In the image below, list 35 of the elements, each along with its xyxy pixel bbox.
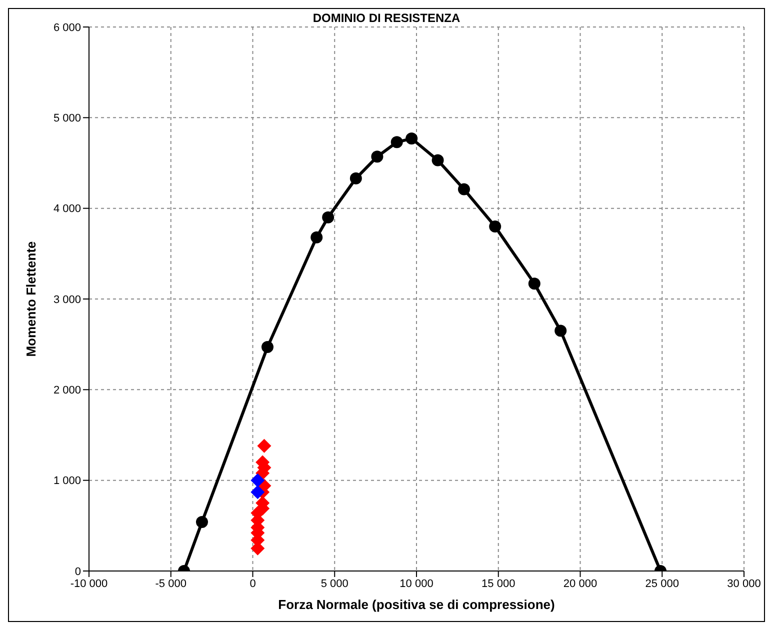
- point: [406, 132, 418, 145]
- x-tick-label: 15 000: [482, 578, 516, 590]
- x-tick-label: 25 000: [645, 578, 679, 590]
- point: [458, 183, 470, 196]
- x-tick-label: 30 000: [727, 578, 761, 590]
- x-tick-label: 5 000: [320, 578, 348, 590]
- y-tick-label: 4 000: [53, 203, 81, 216]
- point: [432, 154, 444, 166]
- x-tick-label: -5 000: [155, 578, 186, 590]
- point: [196, 516, 208, 528]
- point: [250, 485, 265, 500]
- point: [489, 220, 502, 232]
- point: [310, 231, 323, 244]
- point: [350, 172, 362, 184]
- point: [528, 278, 540, 290]
- x-tick-label: 20 000: [563, 578, 598, 590]
- y-tick-label: 6 000: [53, 22, 81, 34]
- point: [261, 341, 274, 354]
- x-tick-label: 10 000: [400, 578, 434, 590]
- y-tick-label: 3 000: [53, 294, 81, 306]
- x-axis-title: Forza Normale (positiva se di compressione): [278, 597, 555, 612]
- y-tick-label: 2 000: [53, 384, 81, 397]
- point: [390, 136, 403, 148]
- point: [322, 211, 334, 224]
- point: [250, 473, 265, 488]
- x-tick-label: 0: [250, 578, 256, 590]
- y-tick-label: 1 000: [53, 475, 81, 488]
- y-axis-title: Momento Flettente: [24, 241, 39, 357]
- y-tick-label: 5 000: [53, 112, 81, 125]
- point: [371, 150, 384, 163]
- x-tick-label: -10 000: [70, 578, 108, 590]
- point: [554, 324, 567, 337]
- point: [257, 438, 272, 453]
- y-tick-label: 0: [74, 566, 81, 578]
- chart-title: DOMINIO DI RESISTENZA: [312, 11, 460, 25]
